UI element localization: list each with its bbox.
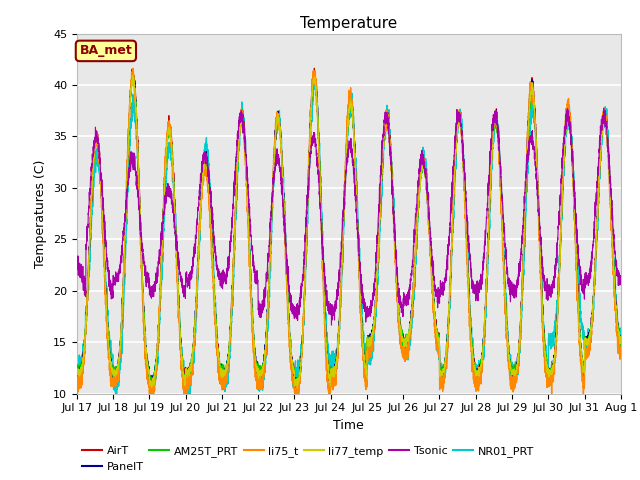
Title: Temperature: Temperature [300, 16, 397, 31]
Text: BA_met: BA_met [79, 44, 132, 58]
Legend: AirT, PanelT, AM25T_PRT, li75_t, li77_temp, Tsonic, NR01_PRT: AirT, PanelT, AM25T_PRT, li75_t, li77_te… [83, 446, 534, 471]
X-axis label: Time: Time [333, 419, 364, 432]
Y-axis label: Temperatures (C): Temperatures (C) [35, 159, 47, 268]
